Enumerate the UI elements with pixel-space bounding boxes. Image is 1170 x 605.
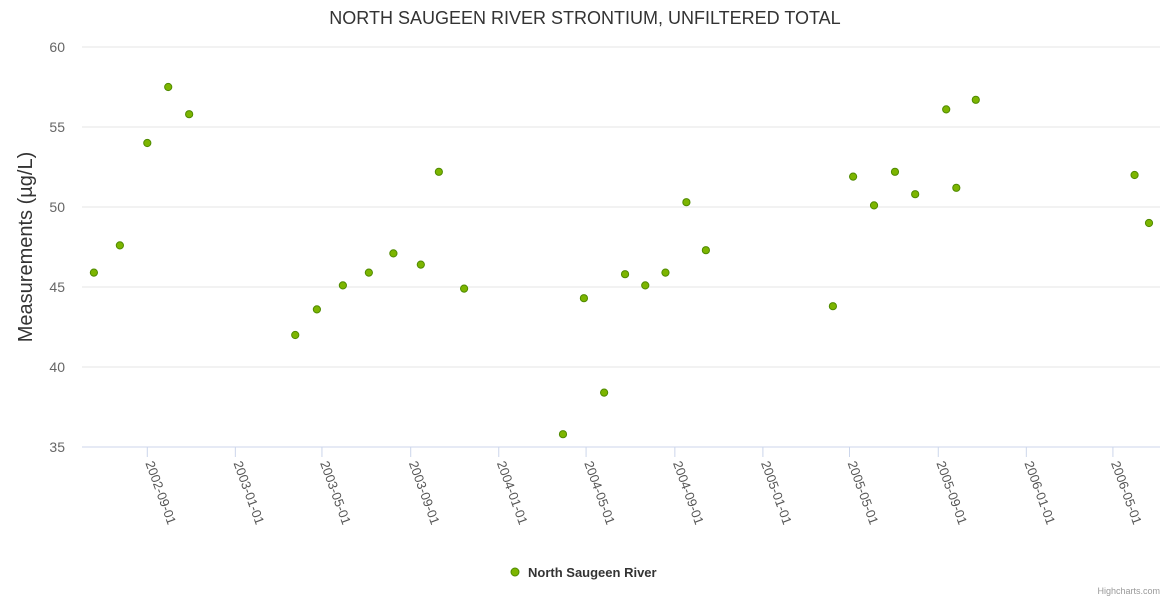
data-point[interactable]	[1144, 218, 1154, 228]
data-point[interactable]	[828, 302, 837, 311]
credits-link[interactable]: Highcharts.com	[1097, 586, 1160, 596]
y-tick-label: 35	[49, 439, 65, 455]
data-point[interactable]	[185, 110, 194, 119]
chart-title: NORTH SAUGEEN RIVER STRONTIUM, UNFILTERE…	[329, 8, 840, 28]
y-tick-label: 60	[49, 39, 65, 55]
legend-marker	[510, 567, 520, 577]
data-point[interactable]	[143, 138, 152, 148]
data-point[interactable]	[971, 95, 980, 104]
legend-label[interactable]: North Saugeen River	[528, 565, 657, 580]
data-point[interactable]	[434, 167, 443, 176]
data-point[interactable]	[682, 198, 691, 207]
data-point[interactable]	[389, 249, 398, 258]
y-tick-label: 40	[49, 359, 65, 375]
data-point[interactable]	[869, 201, 879, 210]
y-tick-label: 50	[49, 199, 65, 215]
grid-layer	[82, 46, 1160, 368]
data-point[interactable]	[291, 330, 300, 340]
data-point[interactable]	[600, 388, 609, 397]
data-point[interactable]	[942, 105, 951, 114]
data-point[interactable]	[701, 246, 710, 255]
data-point[interactable]	[579, 294, 589, 303]
data-point[interactable]	[911, 190, 920, 199]
data-point[interactable]	[641, 281, 650, 290]
data-point[interactable]	[312, 305, 321, 314]
data-point[interactable]	[1130, 170, 1139, 180]
y-tick-label: 55	[49, 119, 65, 135]
data-point[interactable]	[338, 281, 347, 290]
data-point[interactable]	[89, 268, 98, 277]
points-layer	[89, 82, 1154, 439]
data-point[interactable]	[849, 172, 858, 181]
data-point[interactable]	[952, 183, 961, 192]
data-point[interactable]	[558, 430, 568, 439]
data-point[interactable]	[164, 82, 173, 92]
y-tick-label: 45	[49, 279, 65, 295]
data-point[interactable]	[661, 268, 670, 277]
data-point[interactable]	[620, 270, 630, 279]
data-point[interactable]	[364, 268, 373, 277]
data-point[interactable]	[890, 167, 900, 176]
data-point[interactable]	[115, 241, 124, 250]
data-point[interactable]	[416, 260, 425, 269]
y-axis-label: Measurements (µg/L)	[15, 152, 37, 342]
data-point[interactable]	[460, 284, 469, 293]
legend[interactable]: North Saugeen River	[510, 565, 657, 580]
